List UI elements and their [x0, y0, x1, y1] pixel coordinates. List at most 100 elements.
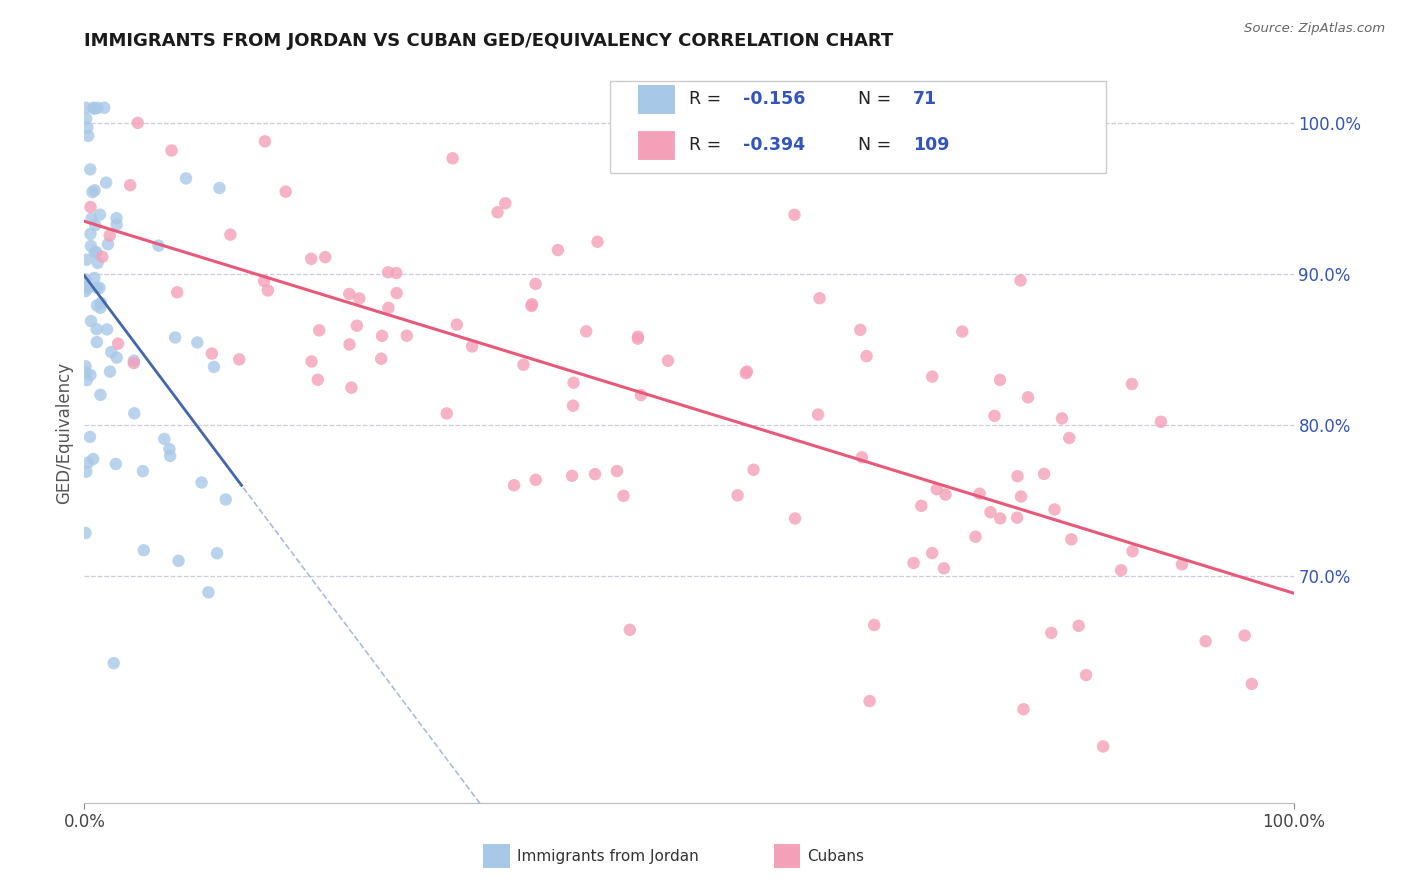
Point	[988, 511, 1011, 525]
Point	[105, 351, 128, 365]
Text: IMMIGRANTS FROM JORDAN VS CUBAN GED/EQUIVALENCY CORRELATION CHART: IMMIGRANTS FROM JORDAN VS CUBAN GED/EQUI…	[84, 32, 894, 50]
Point	[82, 452, 104, 467]
Point	[159, 449, 181, 463]
Point	[120, 178, 142, 193]
Point	[1010, 490, 1032, 504]
Point	[606, 464, 628, 478]
Point	[524, 473, 547, 487]
Point	[83, 271, 105, 285]
Point	[75, 272, 97, 286]
Point	[79, 368, 101, 382]
Point	[547, 243, 569, 257]
Point	[988, 373, 1011, 387]
Point	[208, 181, 231, 195]
Point	[657, 353, 679, 368]
Point	[77, 281, 100, 295]
Point	[1240, 677, 1263, 691]
Point	[727, 488, 749, 502]
Point	[494, 196, 516, 211]
Point	[75, 101, 97, 115]
Point	[75, 526, 97, 541]
Point	[783, 208, 806, 222]
Point	[863, 618, 886, 632]
Point	[82, 185, 104, 199]
Point	[441, 151, 464, 165]
Point	[76, 120, 98, 135]
Text: 109: 109	[912, 136, 949, 154]
Point	[1043, 502, 1066, 516]
Point	[371, 329, 394, 343]
FancyBboxPatch shape	[610, 81, 1107, 173]
FancyBboxPatch shape	[638, 131, 675, 160]
Point	[107, 336, 129, 351]
Point	[808, 291, 831, 305]
Point	[100, 345, 122, 359]
Point	[1007, 469, 1029, 483]
Point	[93, 101, 115, 115]
Text: N =: N =	[858, 136, 897, 154]
Point	[903, 556, 925, 570]
Point	[190, 475, 212, 490]
Point	[89, 281, 111, 295]
Point	[851, 450, 873, 465]
Point	[76, 456, 98, 470]
Point	[520, 299, 543, 313]
Point	[1005, 510, 1028, 524]
Point	[105, 218, 128, 232]
Point	[308, 323, 330, 337]
Point	[385, 286, 408, 301]
Point	[377, 265, 399, 279]
FancyBboxPatch shape	[484, 844, 510, 868]
Point	[1092, 739, 1115, 754]
Point	[86, 335, 108, 350]
Point	[935, 487, 957, 501]
Point	[274, 185, 297, 199]
Point	[75, 112, 97, 126]
Point	[83, 102, 105, 116]
Point	[619, 623, 641, 637]
Point	[562, 376, 585, 390]
Point	[79, 162, 101, 177]
Point	[1233, 628, 1256, 642]
Point	[807, 408, 830, 422]
Point	[159, 442, 181, 456]
Point	[89, 388, 111, 402]
Point	[921, 546, 943, 560]
Point	[849, 323, 872, 337]
Point	[98, 365, 121, 379]
Point	[561, 468, 583, 483]
Point	[79, 430, 101, 444]
Point	[1057, 431, 1080, 445]
Point	[1050, 411, 1073, 425]
Point	[910, 499, 932, 513]
Point	[1150, 415, 1173, 429]
Point	[167, 554, 190, 568]
Point	[983, 409, 1005, 423]
Text: -0.394: -0.394	[744, 136, 806, 154]
Point	[80, 314, 103, 328]
Point	[80, 211, 103, 226]
Point	[86, 244, 108, 259]
Point	[228, 352, 250, 367]
Text: Cubans: Cubans	[807, 848, 865, 863]
Point	[520, 297, 543, 311]
Point	[97, 237, 120, 252]
Point	[583, 467, 606, 482]
Point	[186, 335, 208, 350]
Point	[301, 354, 323, 368]
Point	[83, 183, 105, 197]
Point	[122, 353, 145, 368]
Point	[969, 486, 991, 500]
Point	[385, 266, 408, 280]
Point	[77, 128, 100, 143]
Point	[575, 325, 598, 339]
Point	[436, 406, 458, 420]
Point	[314, 250, 336, 264]
Point	[86, 281, 108, 295]
Point	[132, 464, 155, 478]
Point	[734, 366, 756, 380]
Point	[253, 274, 276, 288]
Point	[202, 359, 225, 374]
Point	[346, 318, 368, 333]
FancyBboxPatch shape	[638, 85, 675, 112]
